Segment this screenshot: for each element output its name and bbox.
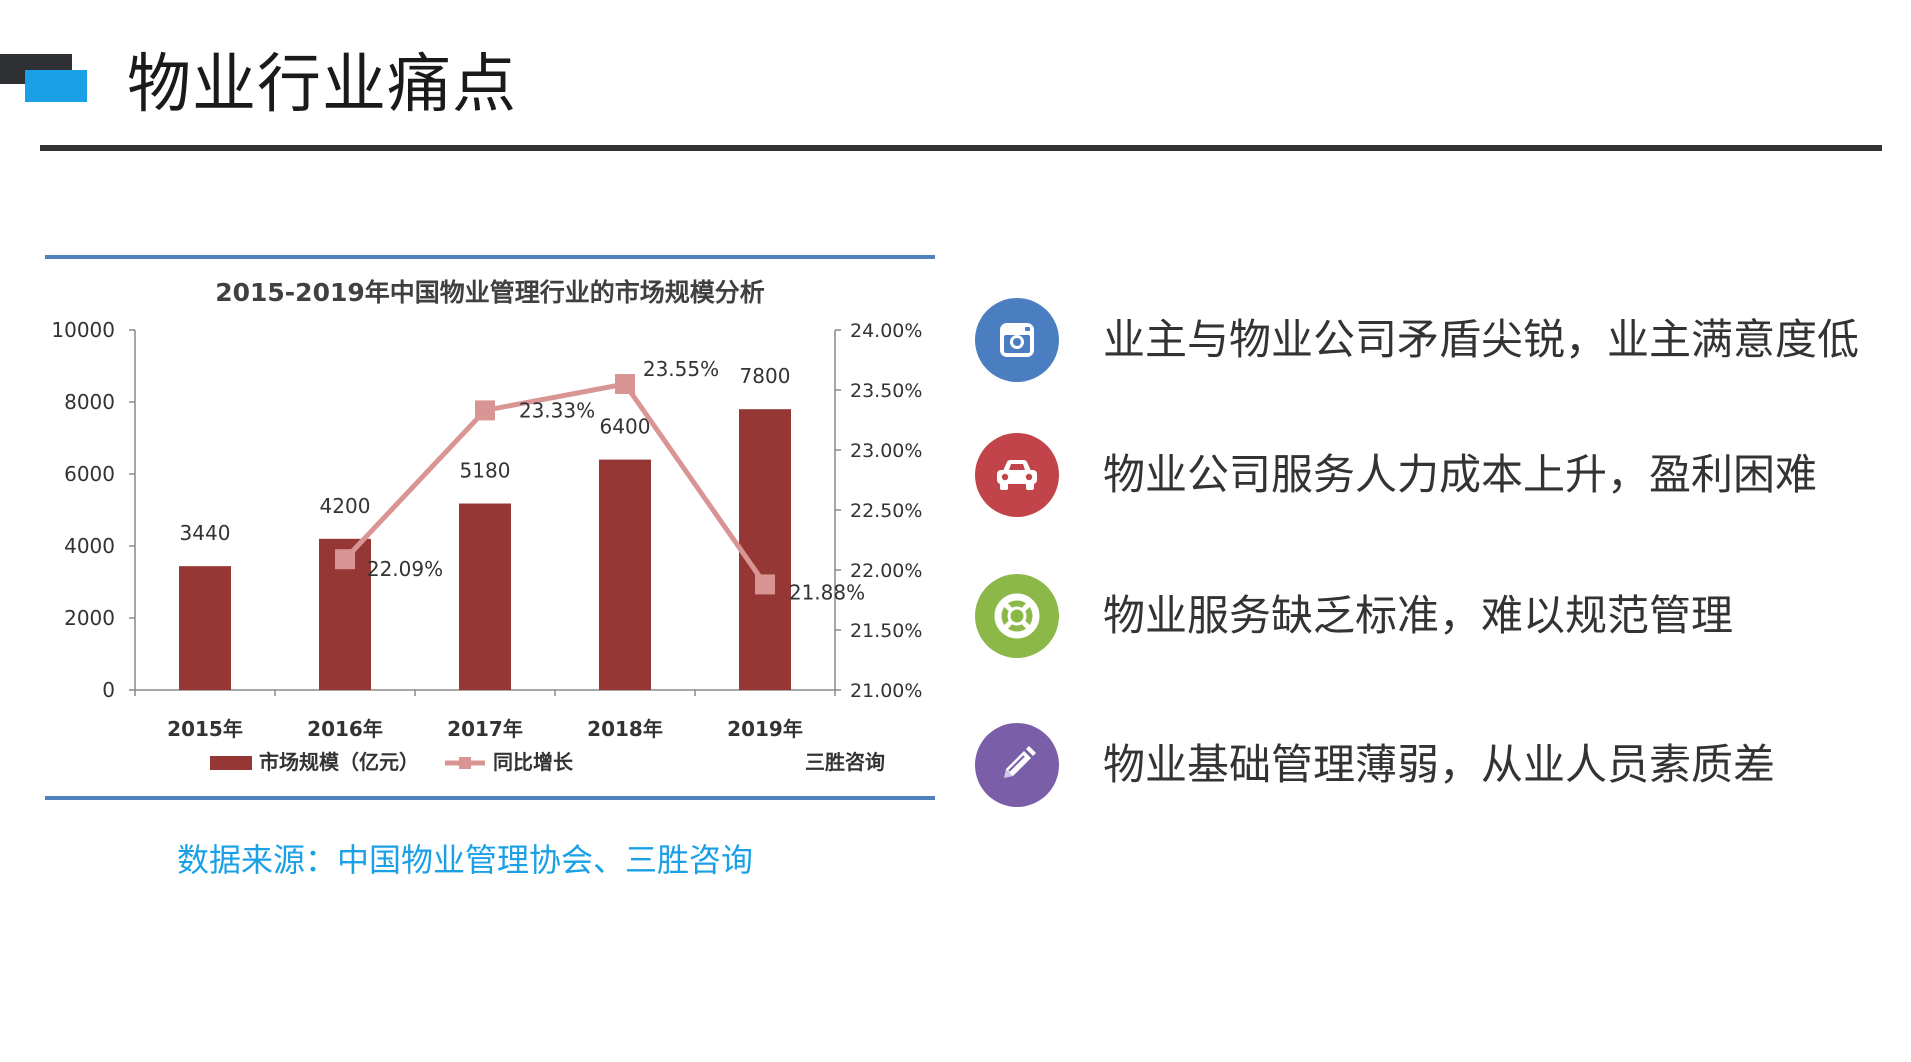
- page-title: 物业行业痛点: [127, 48, 517, 122]
- growth-point: [615, 374, 635, 394]
- bar-value-label: 5180: [460, 459, 511, 483]
- market-size-chart: 2015-2019年中国物业管理行业的市场规模分析 0 2000 4000 6000 80…: [45, 255, 935, 800]
- icon-badge: [975, 298, 1059, 382]
- x-tick-label: 2017年: [447, 717, 523, 741]
- icon-badge: [975, 723, 1059, 807]
- x-tick-label: 2019年: [727, 717, 803, 741]
- pain-point-text: 物业公司服务人力成本上升，盈利困难: [1103, 450, 1818, 499]
- growth-line: [343, 381, 768, 586]
- growth-value-label: 22.09%: [367, 557, 443, 581]
- pain-point-text: 业主与物业公司矛盾尖锐，业主满意度低: [1103, 315, 1860, 364]
- y-tick-label-left: 8000: [64, 390, 115, 414]
- growth-value-label: 21.88%: [789, 580, 865, 604]
- bar: [739, 409, 791, 690]
- growth-value-label: 23.33%: [519, 398, 595, 422]
- camera-icon: [1000, 323, 1034, 357]
- pain-point-text: 物业基础管理薄弱，从业人员素质差: [1103, 740, 1776, 789]
- x-tick-label: 2016年: [307, 717, 383, 741]
- icon-badge: [975, 433, 1059, 517]
- growth-value-label: 23.55%: [643, 357, 719, 381]
- bar: [599, 459, 651, 690]
- x-tick-label: 2018年: [587, 717, 663, 741]
- pain-point-item: 物业公司服务人力成本上升，盈利困难: [975, 433, 1895, 519]
- chart-source-label: 三胜咨询: [805, 750, 885, 774]
- data-source-note: 数据来源：中国物业管理协会、三胜咨询: [177, 841, 754, 879]
- bar-value-label: 4200: [320, 494, 371, 518]
- pain-point-item: 物业服务缺乏标准，难以规范管理: [975, 574, 1895, 660]
- y-tick-label-left: 2000: [64, 606, 115, 630]
- y-tick-label-right: 23.00%: [850, 440, 922, 462]
- y-tick-label-right: 21.00%: [850, 680, 922, 702]
- lifebuoy-icon: [994, 593, 1040, 639]
- car-icon: [997, 460, 1037, 490]
- chart-title: 2015-2019年中国物业管理行业的市场规模分析: [215, 278, 765, 307]
- growth-point: [335, 549, 355, 570]
- y-tick-label-left: 6000: [64, 462, 115, 486]
- chart-top-border: [45, 255, 935, 259]
- growth-point: [755, 574, 775, 595]
- chart-bottom-border: [45, 796, 935, 800]
- bar-value-label: 6400: [600, 415, 651, 439]
- chart-svg: 2015-2019年中国物业管理行业的市场规模分析 0 2000 4000 6000 80…: [45, 255, 935, 800]
- icon-badge: [975, 574, 1059, 658]
- pain-point-text: 物业服务缺乏标准，难以规范管理: [1103, 591, 1734, 640]
- y-tick-label-left: 4000: [64, 534, 115, 558]
- legend-swatch-marker: [459, 757, 471, 769]
- bar: [459, 503, 511, 690]
- y-tick-label-right: 22.50%: [850, 500, 922, 522]
- legend-label-bar: 市场规模（亿元）: [259, 750, 419, 774]
- title-divider: [40, 145, 1882, 151]
- y-tick-label-left: 0: [102, 678, 115, 702]
- y-tick-label-right: 24.00%: [850, 320, 922, 342]
- y-tick-label-left: 10000: [51, 318, 115, 342]
- pain-point-item: 物业基础管理薄弱，从业人员素质差: [975, 723, 1895, 809]
- bar-value-label: 7800: [740, 364, 791, 388]
- bar-value-label: 3440: [180, 521, 231, 545]
- y-tick-label-right: 22.00%: [850, 560, 922, 582]
- growth-point: [475, 400, 495, 421]
- x-tick-label: 2015年: [167, 717, 243, 741]
- y-tick-label-right: 23.50%: [850, 380, 922, 402]
- pencil-icon: [1004, 746, 1036, 778]
- y-tick-label-right: 21.50%: [850, 620, 922, 642]
- title-accent-blue: [25, 70, 87, 102]
- pain-point-item: 业主与物业公司矛盾尖锐，业主满意度低: [975, 298, 1895, 384]
- bar: [179, 566, 231, 690]
- legend-label-line: 同比增长: [493, 750, 574, 774]
- legend-swatch-bar: [210, 756, 252, 770]
